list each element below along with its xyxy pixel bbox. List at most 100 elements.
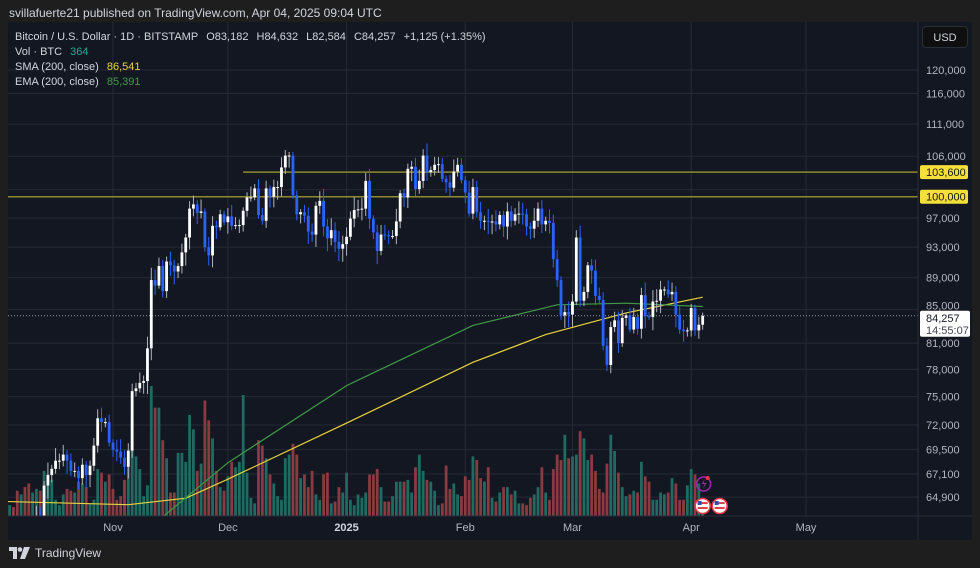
candle[interactable] <box>241 210 245 226</box>
candle[interactable] <box>268 188 272 197</box>
candle[interactable] <box>253 188 257 198</box>
candle[interactable] <box>96 418 100 446</box>
candle[interactable] <box>329 230 333 239</box>
candle[interactable] <box>16 527 19 528</box>
candle[interactable] <box>678 314 682 330</box>
candle[interactable] <box>486 220 490 222</box>
candle[interactable] <box>119 451 123 458</box>
candle[interactable] <box>437 164 440 166</box>
candle[interactable] <box>126 450 130 467</box>
candle[interactable] <box>272 187 276 197</box>
candle[interactable] <box>333 230 337 242</box>
candle[interactable] <box>287 155 291 157</box>
candle[interactable] <box>50 468 54 476</box>
candle[interactable] <box>517 213 521 215</box>
candle[interactable] <box>161 266 165 292</box>
candle[interactable] <box>544 220 548 225</box>
candle[interactable] <box>146 348 149 382</box>
candle[interactable] <box>666 289 670 295</box>
candle[interactable] <box>590 265 594 271</box>
candle[interactable] <box>490 221 494 223</box>
candle[interactable] <box>157 266 161 286</box>
candle[interactable] <box>502 215 505 227</box>
candle[interactable] <box>69 460 73 471</box>
candle[interactable] <box>341 244 345 249</box>
candle[interactable] <box>559 280 563 316</box>
price-chart[interactable]: 120,000 116,000 111,000 106,000 97,000 93,000… <box>8 22 972 540</box>
candle[interactable] <box>169 261 172 266</box>
candle[interactable] <box>280 167 283 188</box>
candle[interactable] <box>348 218 352 237</box>
candle[interactable] <box>260 215 264 221</box>
candle[interactable] <box>368 180 371 219</box>
candle[interactable] <box>505 211 509 227</box>
candle[interactable] <box>693 308 697 331</box>
candle[interactable] <box>123 457 126 467</box>
candle[interactable] <box>352 210 356 219</box>
candle[interactable] <box>425 155 429 173</box>
candle[interactable] <box>689 308 693 331</box>
candle[interactable] <box>509 211 513 221</box>
candle[interactable] <box>35 515 38 525</box>
candle[interactable] <box>153 280 157 286</box>
candle[interactable] <box>54 460 57 469</box>
candle[interactable] <box>172 265 176 272</box>
candle[interactable] <box>448 182 452 188</box>
plot-area[interactable] <box>8 22 918 540</box>
candle[interactable] <box>149 280 153 349</box>
candle[interactable] <box>379 234 383 251</box>
candle[interactable] <box>364 180 368 209</box>
candle[interactable] <box>398 193 402 222</box>
candle[interactable] <box>429 170 433 173</box>
candle[interactable] <box>134 388 138 392</box>
candle[interactable] <box>402 193 406 198</box>
candle[interactable] <box>620 317 624 344</box>
candle[interactable] <box>483 220 486 222</box>
candle[interactable] <box>88 465 92 476</box>
candle[interactable] <box>460 164 463 181</box>
candle[interactable] <box>410 166 414 169</box>
candle[interactable] <box>207 247 211 256</box>
candle[interactable] <box>306 215 310 232</box>
candle[interactable] <box>295 195 299 215</box>
candle[interactable] <box>463 180 467 193</box>
candle[interactable] <box>46 475 50 486</box>
candle[interactable] <box>230 216 234 226</box>
candle[interactable] <box>548 220 551 223</box>
candle[interactable] <box>310 231 314 235</box>
candle[interactable] <box>605 345 609 365</box>
volume-label[interactable]: Vol · BTC <box>15 46 63 58</box>
candle[interactable] <box>226 216 230 223</box>
candle[interactable] <box>356 209 360 211</box>
candle[interactable] <box>571 301 574 315</box>
candle[interactable] <box>594 270 597 296</box>
candle[interactable] <box>414 166 417 190</box>
candle[interactable] <box>647 316 651 318</box>
candle[interactable] <box>674 291 678 315</box>
candle[interactable] <box>345 236 348 245</box>
candle[interactable] <box>536 208 540 221</box>
candle[interactable] <box>433 164 437 171</box>
us-flag-event-icon[interactable] <box>711 497 728 515</box>
candle[interactable] <box>551 222 555 260</box>
tradingview-brand[interactable]: TradingView <box>9 546 101 560</box>
level-price-tag[interactable] <box>920 189 968 204</box>
candle[interactable] <box>326 226 329 239</box>
ema-label[interactable]: EMA (200, close) <box>15 76 99 88</box>
candle[interactable] <box>61 454 65 461</box>
currency-button[interactable]: USD <box>922 26 968 48</box>
candle[interactable] <box>65 454 69 461</box>
candle[interactable] <box>371 218 375 233</box>
candle[interactable] <box>597 295 601 300</box>
candle[interactable] <box>406 168 410 198</box>
candle[interactable] <box>521 213 525 215</box>
candle[interactable] <box>103 422 107 424</box>
candle[interactable] <box>578 237 582 301</box>
candle[interactable] <box>138 382 142 389</box>
candle[interactable] <box>199 211 203 213</box>
us-flag-event-icon[interactable] <box>694 497 711 515</box>
candle[interactable] <box>383 234 387 236</box>
candle[interactable] <box>299 212 303 215</box>
candle[interactable] <box>245 197 249 211</box>
candle[interactable] <box>670 291 674 295</box>
